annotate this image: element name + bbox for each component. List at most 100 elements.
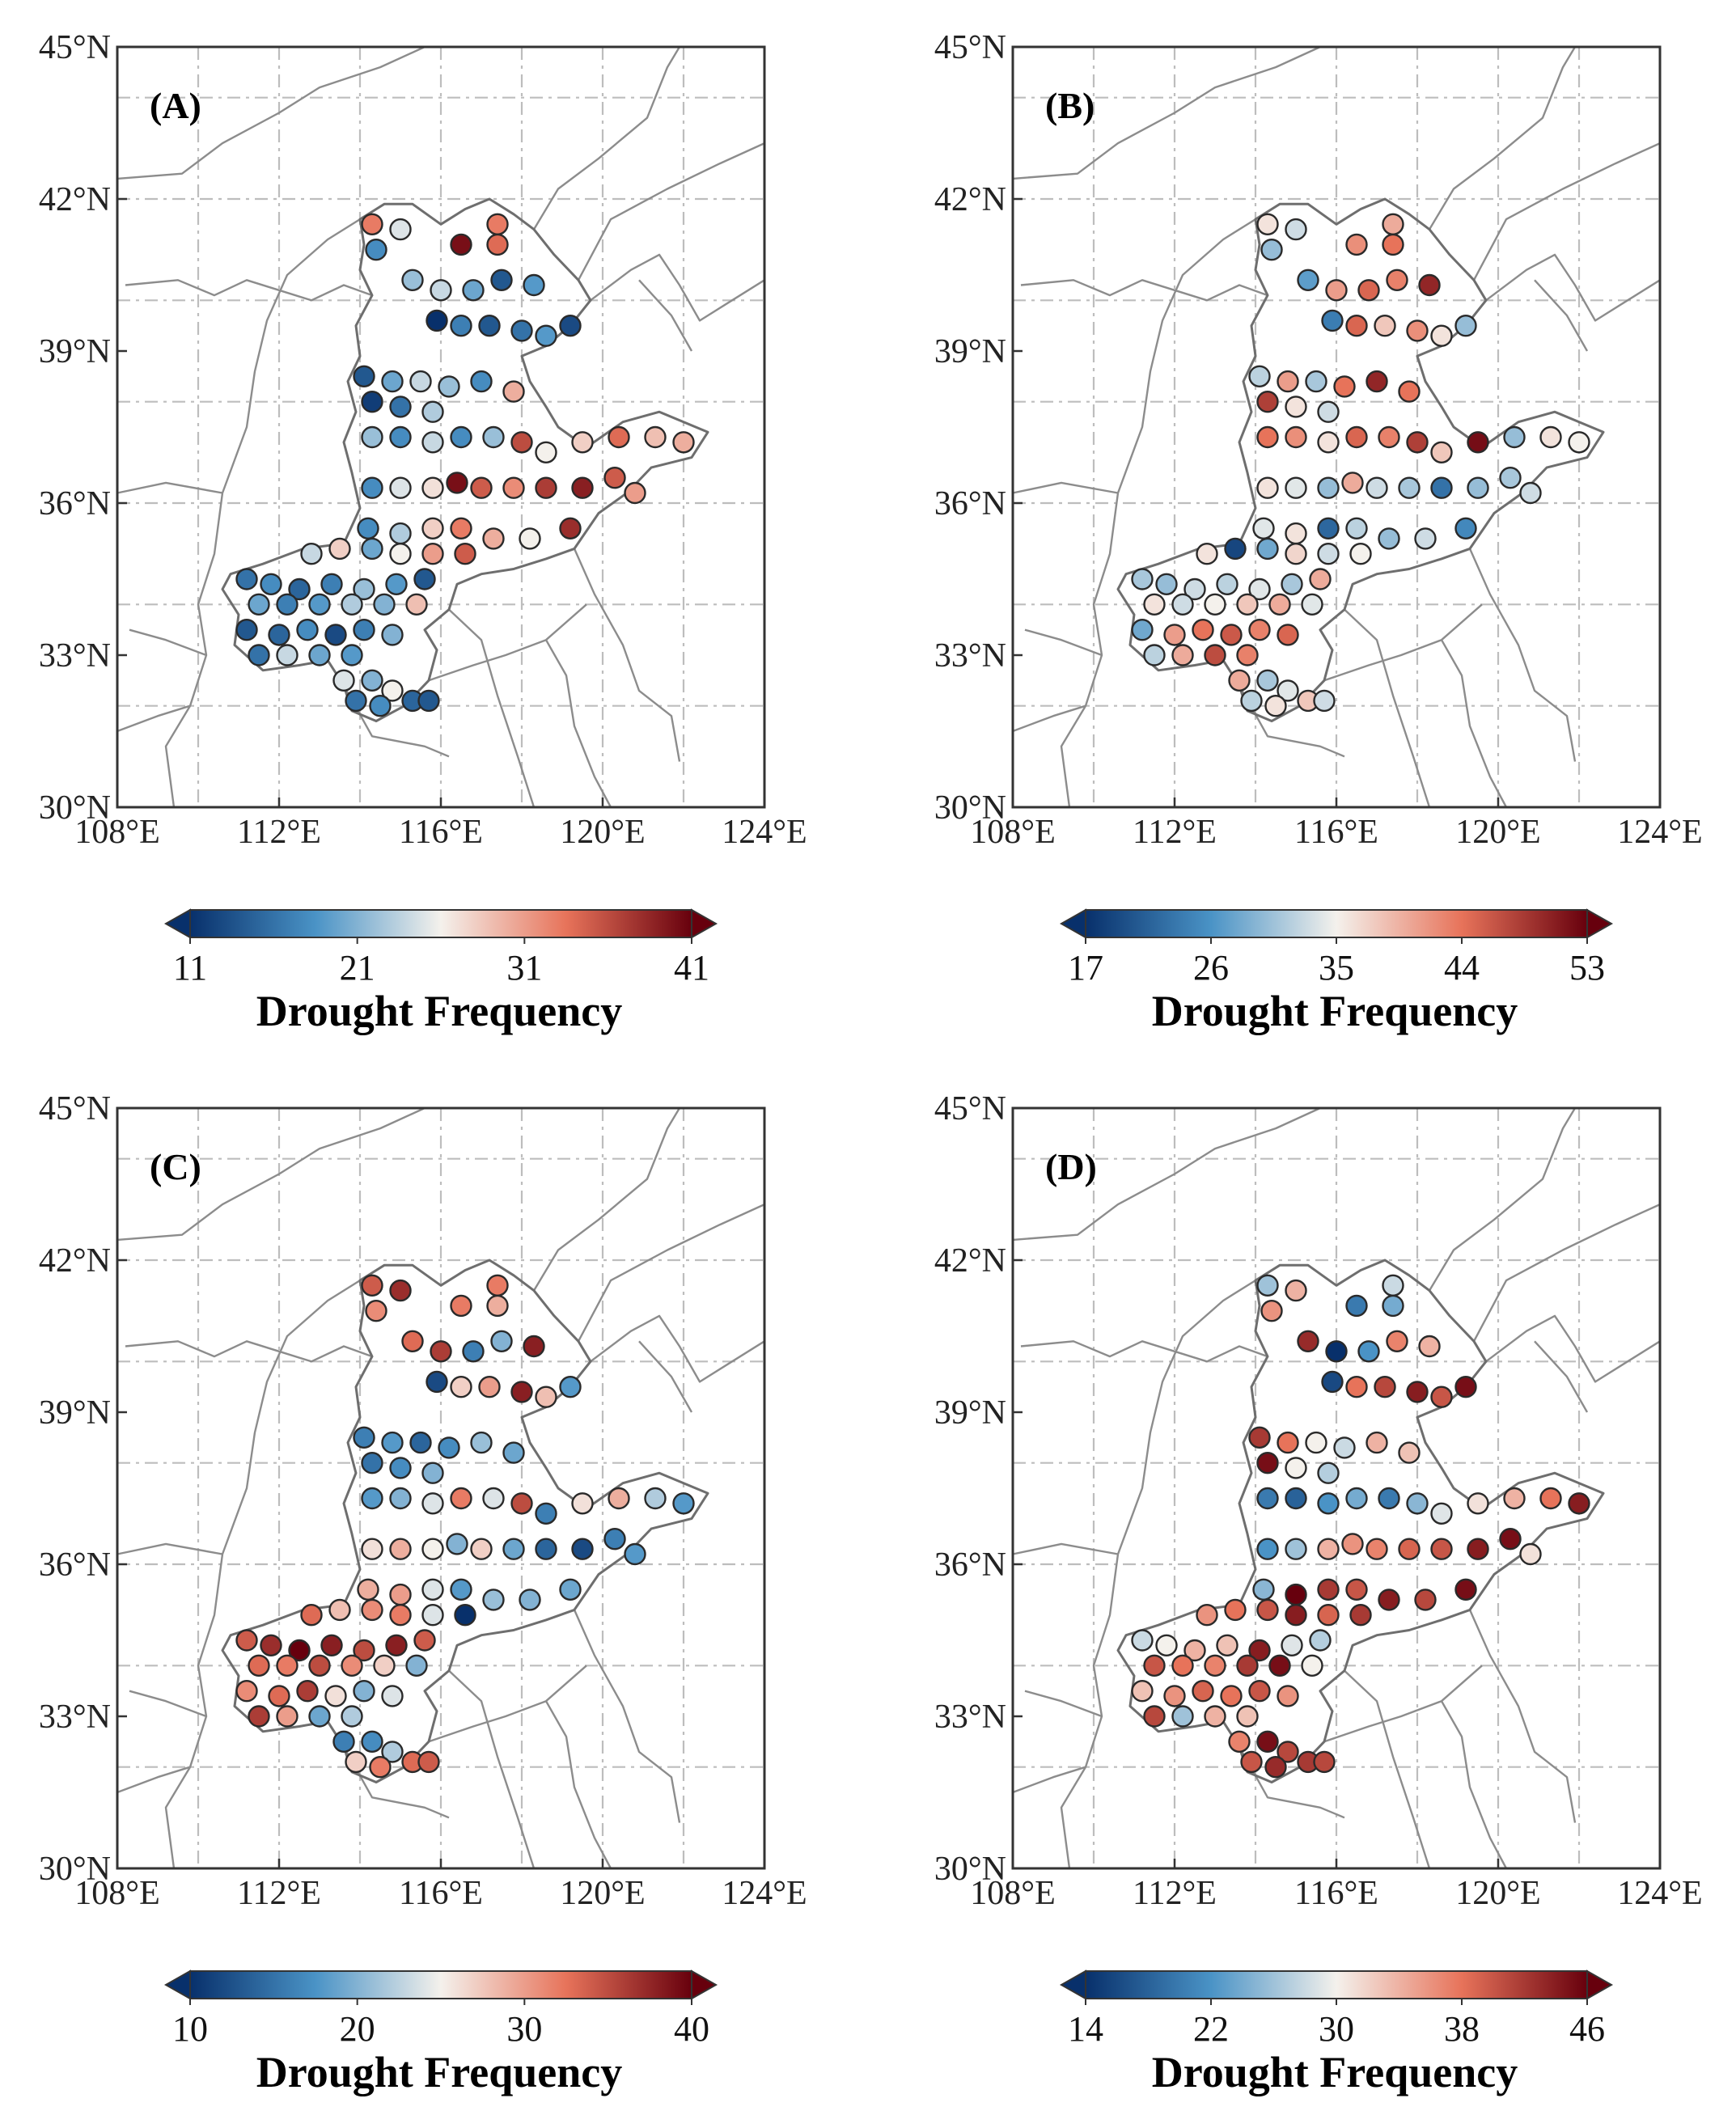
- colorbar-gradient: [1085, 909, 1588, 938]
- x-tick-label: 120°E: [560, 1875, 645, 1912]
- station-marker: [1277, 679, 1299, 702]
- station-marker: [1418, 1335, 1441, 1358]
- station-marker: [559, 1376, 582, 1398]
- station-marker: [1317, 517, 1340, 539]
- station-marker: [426, 1370, 448, 1394]
- station-marker: [1131, 1680, 1154, 1703]
- station-marker: [1430, 1386, 1453, 1408]
- province-boundary: [577, 142, 765, 281]
- station-marker: [369, 1756, 392, 1779]
- station-marker: [381, 624, 404, 646]
- y-tick-label: 33°N: [934, 1699, 1006, 1736]
- province-boundary: [116, 481, 223, 494]
- y-tick-label: 45°N: [39, 1090, 111, 1127]
- province-boundary: [1012, 1106, 1321, 1242]
- station-marker: [300, 543, 323, 565]
- station-marker: [1248, 577, 1271, 601]
- station-marker: [1317, 476, 1340, 499]
- station-marker: [1317, 431, 1340, 454]
- station-marker: [1430, 441, 1453, 463]
- station-marker: [1285, 1583, 1307, 1606]
- panel-label-a: (A): [150, 85, 201, 126]
- station-marker: [1192, 619, 1214, 641]
- station-marker: [478, 315, 501, 337]
- station-marker: [672, 431, 695, 454]
- station-marker: [1236, 1705, 1259, 1728]
- station-marker: [421, 400, 444, 423]
- station-marker: [1297, 269, 1319, 291]
- station-marker: [385, 573, 408, 595]
- study-region-outline: [221, 197, 709, 722]
- station-marker: [1224, 537, 1247, 561]
- y-tick-label: 36°N: [934, 485, 1006, 522]
- station-marker: [381, 370, 404, 393]
- station-marker: [1519, 481, 1542, 505]
- x-tick-label: 120°E: [1455, 814, 1540, 851]
- province-boundary: [1534, 1340, 1589, 1413]
- station-markers: [235, 213, 695, 717]
- station-marker: [1345, 1376, 1368, 1398]
- station-marker: [373, 1654, 396, 1677]
- station-marker: [324, 624, 347, 646]
- x-tick-label: 120°E: [560, 814, 645, 851]
- province-boundary: [1440, 1700, 1508, 1869]
- station-marker: [361, 1487, 383, 1510]
- station-marker: [1252, 1578, 1275, 1601]
- station-marker: [1256, 1274, 1279, 1297]
- station-marker: [571, 476, 594, 499]
- station-marker: [385, 1634, 408, 1656]
- station-marker: [446, 472, 468, 494]
- station-marker: [519, 527, 541, 550]
- station-marker: [1382, 233, 1404, 256]
- station-marker: [462, 1340, 485, 1363]
- station-marker: [510, 431, 533, 454]
- station-marker: [502, 1538, 525, 1560]
- x-tick-label: 108°E: [74, 1875, 159, 1912]
- station-marker: [486, 1294, 509, 1318]
- station-marker: [523, 1335, 545, 1358]
- station-marker: [1131, 568, 1154, 590]
- station-marker: [276, 593, 299, 616]
- station-marker: [1301, 593, 1323, 616]
- station-marker: [1317, 1604, 1340, 1627]
- province-boundary: [116, 45, 426, 180]
- y-tick-label: 30°N: [39, 1851, 111, 1888]
- province-boundary: [116, 1542, 223, 1555]
- station-marker: [417, 1750, 440, 1774]
- station-marker: [421, 1462, 444, 1484]
- station-marker: [1285, 476, 1307, 499]
- colorbar-gradient: [189, 1970, 692, 1999]
- station-marker: [328, 537, 351, 561]
- station-marker: [1568, 1492, 1590, 1515]
- station-marker: [450, 425, 472, 449]
- station-marker: [644, 425, 667, 449]
- station-marker: [1248, 1426, 1271, 1449]
- station-marker: [1333, 1436, 1356, 1459]
- y-tick-label: 39°N: [39, 333, 111, 370]
- station-marker: [1256, 425, 1279, 449]
- station-marker: [1220, 624, 1243, 646]
- colorbar-gradient: [189, 909, 692, 938]
- station-marker: [1277, 1741, 1299, 1763]
- station-marker: [1248, 619, 1271, 641]
- station-marker: [1236, 1654, 1259, 1677]
- station-marker: [1374, 315, 1396, 337]
- station-marker: [1143, 1705, 1166, 1728]
- station-marker: [308, 1654, 331, 1677]
- station-marker: [1454, 517, 1477, 539]
- province-boundary: [1323, 603, 1483, 682]
- station-marker: [1285, 1487, 1307, 1510]
- colorbar-tick-label: 30: [1319, 2009, 1354, 2049]
- station-marker: [1345, 425, 1368, 449]
- station-marker: [1256, 1487, 1279, 1510]
- station-marker: [1281, 573, 1303, 595]
- colorbar-tick-label: 38: [1444, 2009, 1480, 2049]
- station-marker: [1240, 1750, 1263, 1774]
- station-marker: [1305, 370, 1327, 393]
- station-marker: [381, 679, 404, 702]
- x-tick-label: 116°E: [1294, 814, 1378, 851]
- y-tick-label: 30°N: [39, 789, 111, 827]
- station-marker: [1539, 425, 1562, 449]
- station-marker: [1204, 1705, 1226, 1728]
- province-boundaries: [1012, 45, 1661, 808]
